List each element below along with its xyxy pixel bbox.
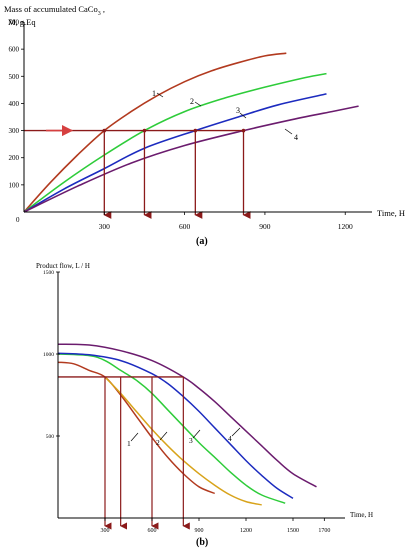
chart-b-series-1-line: [57, 361, 215, 495]
chart-a-series-3-line: [23, 93, 327, 213]
chart-a-series-2-line: [23, 72, 327, 213]
chart-a-series-2-leader: [194, 101, 202, 107]
chart-b-xtick-label-1200: 1200: [240, 528, 252, 534]
chart-b-series-4-leader: [231, 427, 241, 437]
chart-b-ytick-label-1000: 1000: [43, 352, 54, 358]
chart-a-series-4-line: [23, 105, 359, 213]
chart-b-series-2-label: 2: [156, 438, 160, 447]
chart-a-ylabel-line2: M, g.Eq: [8, 17, 36, 27]
chart-b-series-4-line: [57, 343, 317, 488]
chart-a-origin-label: 0: [16, 216, 20, 224]
chart-b-series-1-leader: [130, 432, 139, 442]
chart-b-xtick-label-1500: 1500: [287, 528, 299, 534]
chart-a-ytick-label-500: 500: [9, 73, 20, 81]
chart-a-xtick-label-300: 300: [99, 222, 111, 231]
chart-b-series-3-leader: [192, 429, 201, 439]
chart-a-series-4-label: 4: [294, 133, 298, 142]
chart-b-xtick-label-600: 600: [148, 528, 157, 534]
chart-b-ytick-label-1500: 1500: [43, 270, 54, 276]
chart-a-guide-point-2: [142, 128, 147, 133]
chart-a-ytick-label-700: 700: [9, 19, 20, 27]
chart-a-series-1-leader: [156, 92, 164, 98]
chart-b-series-1-label: 1: [127, 439, 131, 448]
chart-b-series-2-line: [57, 353, 286, 504]
chart-b-series-3-label: 3: [189, 436, 193, 445]
chart-a-xtick-label-900: 900: [259, 222, 271, 231]
chart-b-xlabel: Time, H: [350, 511, 373, 519]
chart-a-xtick-label-1200: 1200: [338, 222, 353, 231]
chart-a-ylabel-line1: Mass of accumulated CaCo3 ,: [4, 4, 105, 17]
chart-b-series-2-leader: [159, 431, 168, 441]
chart-b-series-4-label: 4: [228, 434, 232, 443]
chart-b-panel-label: (b): [196, 537, 208, 548]
chart-a-series-4-leader: [284, 128, 293, 135]
chart-a-series-1-label: 1: [152, 89, 156, 98]
chart-a-series-1-line: [23, 52, 287, 213]
chart-a-guide-point-3: [193, 128, 198, 133]
chart-a-xlabel: Time, H: [377, 208, 405, 218]
chart-b-series-3-line: [57, 352, 294, 499]
chart-a-xtick-label-600: 600: [179, 222, 191, 231]
chart-a-ytick-label-400: 400: [9, 100, 20, 108]
chart-a-series-3-leader: [239, 112, 247, 119]
chart-b-xtick-label-300: 300: [101, 528, 110, 534]
chart-a-series-2-label: 2: [190, 97, 194, 106]
chart-b: 1 2 3 4 500 1000 1500 300 600 900 1200 1500 1700 Pr…: [36, 262, 373, 548]
chart-b-ytick-label-500: 500: [46, 434, 55, 440]
chart-a-guide-point-4: [241, 128, 246, 133]
chart-b-ylabel: Product flow, L / H: [36, 262, 90, 270]
chart-a-ytick-label-300: 300: [9, 127, 20, 135]
chart-a-ytick-label-100: 100: [9, 181, 20, 189]
chart-a-guide-point-1: [102, 128, 107, 133]
chart-b-xtick-label-900: 900: [195, 528, 204, 534]
chart-a-series-3-label: 3: [236, 106, 240, 115]
chart-a-panel-label: (a): [196, 236, 208, 247]
chart-b-xtick-label-1700: 1700: [318, 528, 330, 534]
chart-a-ytick-label-600: 600: [9, 46, 20, 54]
chart-a-ytick-label-200: 200: [9, 154, 20, 162]
